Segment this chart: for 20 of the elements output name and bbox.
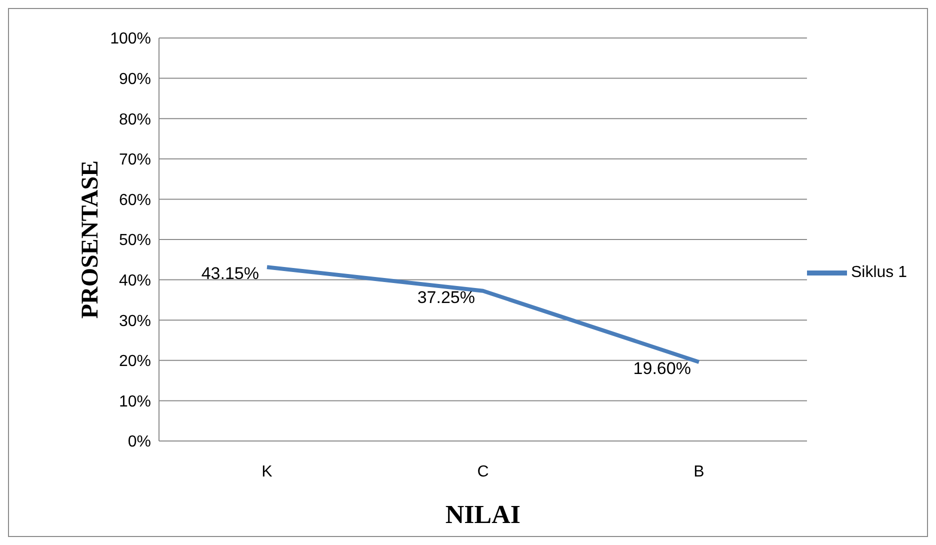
y-tick-label: 90%	[118, 70, 151, 88]
data-label: 37.25%	[417, 288, 475, 307]
data-label: 43.15%	[201, 264, 259, 284]
y-tick-label: 50%	[118, 232, 151, 250]
y-tick-label: 0%	[128, 434, 151, 451]
y-tick-label: 60%	[118, 192, 151, 209]
y-tick-label: 30%	[118, 312, 151, 330]
x-tick-label: B	[694, 463, 704, 480]
data-label: 19.60%	[633, 359, 691, 378]
x-tick-label: C	[477, 463, 489, 480]
y-tick-label: 10%	[118, 393, 151, 410]
y-tick-label: 100%	[110, 30, 151, 48]
y-tick-label: 20%	[118, 353, 151, 370]
legend-label: Siklus 1	[850, 264, 907, 281]
x-axis-title: NILAI	[445, 500, 521, 529]
x-tick-label: K	[262, 463, 273, 480]
y-tick-label: 80%	[118, 111, 151, 128]
y-tick-label: 40%	[118, 272, 151, 290]
y-tick-label: 70%	[118, 152, 151, 169]
y-axis-title: PROSENTASE	[78, 160, 104, 319]
